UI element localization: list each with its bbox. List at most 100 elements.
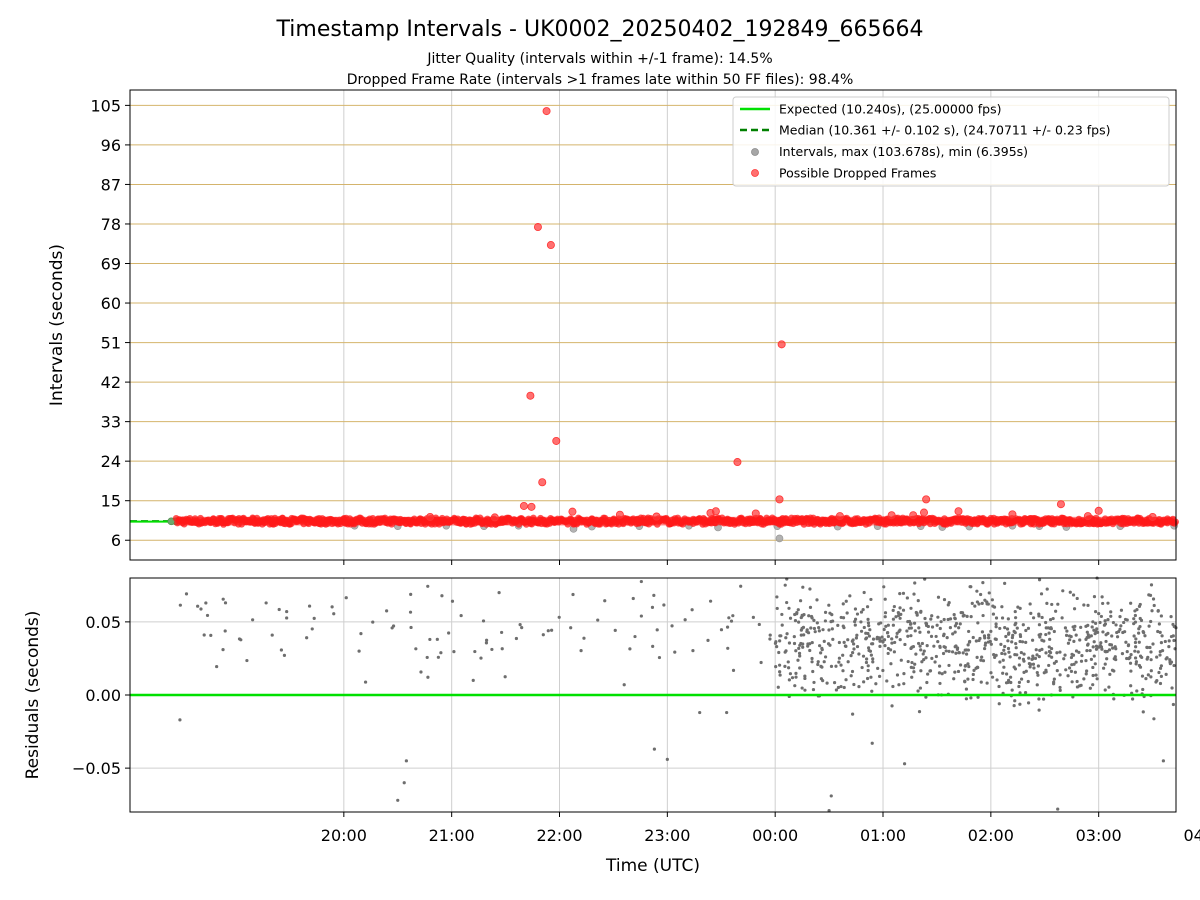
residual-point xyxy=(918,686,922,690)
residual-point xyxy=(670,624,674,628)
residual-point xyxy=(985,681,989,685)
residual-point xyxy=(1121,630,1125,635)
residual-point xyxy=(1028,602,1032,606)
residuals-x-ticks: 20:00 21:00 22:00 23:00 00:00 01:00 02:00 03:00… xyxy=(321,812,1200,845)
legend-dropped-marker xyxy=(751,169,759,177)
residual-point xyxy=(890,637,894,641)
residual-point xyxy=(1008,655,1012,659)
residual-point xyxy=(885,679,889,683)
residual-point xyxy=(1084,659,1088,663)
residual-point xyxy=(918,630,922,634)
residual-point xyxy=(1086,603,1090,607)
residual-point xyxy=(739,584,743,588)
residual-point xyxy=(279,648,283,652)
legend: Expected (10.240s), (25.00000 fps) Media… xyxy=(732,96,1170,187)
residual-point xyxy=(1127,657,1131,661)
residual-point xyxy=(775,606,779,611)
residual-point xyxy=(788,672,793,676)
residual-point xyxy=(1008,675,1013,679)
residual-point xyxy=(987,636,991,640)
residual-point xyxy=(803,688,807,692)
residual-point xyxy=(497,591,501,595)
residual-point xyxy=(426,675,430,679)
residual-point xyxy=(1017,684,1021,689)
residual-point xyxy=(1100,595,1104,599)
residual-point xyxy=(1097,611,1101,616)
residual-point xyxy=(837,660,841,664)
residual-point xyxy=(883,615,887,619)
residual-point xyxy=(1006,639,1010,643)
residual-point xyxy=(912,621,917,625)
residual-point xyxy=(1077,684,1082,688)
residual-point xyxy=(1031,662,1036,666)
residual-point xyxy=(1020,640,1025,644)
residual-point xyxy=(805,630,809,634)
residual-point xyxy=(893,640,897,645)
residual-point xyxy=(848,594,852,598)
residual-point xyxy=(957,651,961,655)
residual-point xyxy=(998,626,1002,631)
residual-point xyxy=(913,662,917,666)
residual-point xyxy=(971,635,975,640)
residual-point xyxy=(1052,682,1056,686)
residual-point xyxy=(1061,589,1065,593)
residual-point xyxy=(916,689,920,693)
residual-point xyxy=(903,642,907,647)
intervals-x-ticks xyxy=(343,560,1100,565)
residual-point xyxy=(359,632,363,636)
residual-point xyxy=(1060,616,1064,620)
residual-point xyxy=(1021,623,1025,627)
residual-point xyxy=(1149,619,1153,624)
residual-point xyxy=(799,615,803,620)
residual-point xyxy=(919,648,923,652)
residual-point xyxy=(1111,620,1116,625)
residual-point xyxy=(757,622,761,627)
intervals-y-tick-label: 6 xyxy=(111,531,121,550)
residual-point xyxy=(997,702,1001,706)
residual-point xyxy=(851,712,855,716)
residual-point xyxy=(1070,663,1074,667)
residual-point xyxy=(209,633,213,637)
residual-point xyxy=(1031,654,1035,658)
dropped-frame-point xyxy=(568,507,577,516)
dropped-frames-band-fill xyxy=(176,516,1177,526)
residual-point xyxy=(909,606,913,610)
residual-point xyxy=(425,655,429,660)
residual-point xyxy=(976,621,980,625)
residual-point xyxy=(550,628,554,632)
residual-point xyxy=(810,640,814,645)
intervals-y-tick-label: 24 xyxy=(101,452,121,471)
residual-point xyxy=(860,665,864,670)
residual-point xyxy=(1070,680,1074,684)
residual-point xyxy=(1047,654,1051,658)
residual-point xyxy=(1094,673,1098,677)
residual-point xyxy=(866,617,870,621)
residual-point xyxy=(844,644,848,648)
residual-point xyxy=(785,632,789,636)
dropped-frame-point xyxy=(706,508,715,517)
residual-point xyxy=(778,673,782,677)
residual-point xyxy=(1129,684,1133,688)
residual-point xyxy=(622,683,626,687)
residual-point xyxy=(264,601,268,605)
residual-point xyxy=(952,612,956,617)
x-tick-label: 22:00 xyxy=(536,826,582,845)
residual-point xyxy=(964,652,969,656)
residual-point xyxy=(1071,653,1076,657)
residual-point xyxy=(1111,646,1115,650)
residual-point xyxy=(869,675,873,679)
residual-point xyxy=(310,627,314,631)
residual-point xyxy=(1106,631,1110,635)
residual-point xyxy=(1015,626,1019,630)
residual-point xyxy=(1023,690,1028,695)
residual-point xyxy=(980,655,984,659)
residual-point xyxy=(1073,670,1077,674)
residual-point xyxy=(862,590,866,595)
residual-point xyxy=(1149,658,1153,662)
residual-point xyxy=(1017,663,1021,667)
residual-point xyxy=(989,629,993,633)
residual-point xyxy=(719,628,724,632)
residual-point xyxy=(877,636,881,640)
residual-point xyxy=(1168,658,1172,662)
residual-point xyxy=(652,593,656,597)
